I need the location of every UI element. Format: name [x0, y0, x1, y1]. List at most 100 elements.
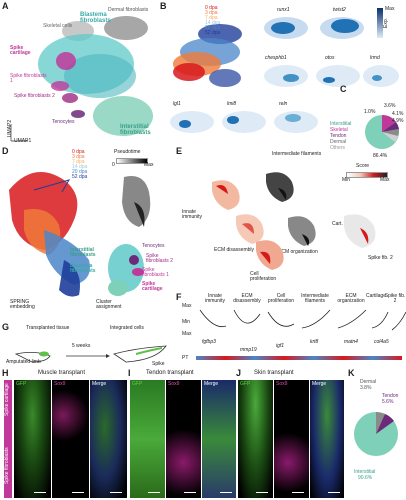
e-label-ecm-dis: ECM disassembly	[214, 247, 255, 253]
e-score-prolif	[256, 240, 284, 270]
e-score-interm	[266, 172, 294, 202]
umap-tenocytes-cluster	[71, 110, 85, 118]
f-col-prolif: Cell proliferation	[267, 293, 295, 304]
e-label-ecm-org: ECM organization	[278, 249, 318, 255]
g-interval: 5 weeks	[72, 343, 91, 349]
f-gene-col4a5: col4a5	[374, 339, 389, 345]
feature-chesphb1	[264, 65, 308, 87]
k-pct-dermal: 3.8%	[360, 385, 372, 391]
e-label-innate: Innate immunity	[182, 209, 203, 220]
umap-interstitial-cluster	[93, 96, 153, 136]
i-gfp-image	[130, 380, 165, 498]
f-ymin: Min	[182, 319, 191, 325]
legend-20dpa: 20 dpa	[205, 25, 221, 31]
gene-twist2: twist2	[333, 7, 346, 13]
e-label-interm-filaments: Intermediate filaments	[272, 151, 322, 157]
h-gfp-image	[14, 380, 51, 498]
pie-c-others	[382, 132, 398, 142]
feature-lgl1	[170, 111, 214, 133]
g-transplanted: Transplanted tissue	[26, 325, 70, 331]
d-timepoint-legend: 0 dpa 3 dpa 7 dpa 14 dpa 20 dpa 52 dpa	[72, 150, 87, 180]
j-channel-sox9: Sox9	[276, 381, 288, 387]
panel-g: Transplanted tissue Integrated cells 5 w…	[6, 326, 178, 368]
e-label-prolif: Cell proliferation	[250, 271, 277, 282]
feature-twist2	[320, 17, 364, 39]
expression-colorbar	[377, 8, 383, 38]
f-gene-krt8: krt8	[310, 339, 319, 345]
spring-plot	[9, 172, 90, 297]
pie-c-pct-dermal: 4.1%	[392, 111, 404, 117]
panel-f: Max Min Max PT Innate immunity ECM disas…	[180, 294, 406, 366]
pie-c-cat-tendon: Tendon	[330, 133, 347, 139]
e-label-cart: Cart.	[332, 221, 343, 227]
f-col-ecm-dis: ECM disassembly	[233, 293, 261, 304]
caption-spring: SPRING embedding	[10, 299, 35, 310]
e-score-cart	[344, 214, 376, 248]
label-interstitial: Interstitial fibroblasts	[120, 124, 151, 136]
feature-runx1	[264, 17, 308, 39]
e-score-max: Max	[380, 177, 390, 183]
feature-lrmd	[363, 65, 399, 87]
pie-c-dermal	[382, 129, 400, 136]
panel-i-title: Tendon transplant	[146, 370, 194, 376]
d-label-interstitial: Interstitial fibroblasts	[70, 247, 96, 258]
panel-k: Dermal 3.8% Tendon 5.6% Interstitial 90.…	[348, 378, 406, 498]
e-score-ecm-org	[288, 216, 316, 246]
panel-g-letter: G	[2, 322, 10, 332]
f-score-curves	[199, 309, 406, 331]
caption-cluster: Cluster assignment	[96, 299, 122, 310]
panel-d: 0 dpa 3 dpa 7 dpa 14 dpa 20 dpa 52 dpa P…	[4, 150, 174, 312]
d-label-spike-fib1: Spike fibroblasts 1	[142, 267, 169, 278]
f-col-spike2: Spike fib. 2	[384, 293, 406, 304]
d-legend-0dpa: 0 dpa	[72, 149, 85, 155]
h-merge-image	[90, 380, 127, 498]
umap-dermal-cluster	[104, 16, 148, 40]
umap-blastema-cluster-2	[64, 54, 136, 98]
legend-0dpa: 0 dpa	[205, 5, 218, 11]
d-legend-52dpa: 52 dpa	[72, 174, 88, 180]
i-channel-merge: Merge	[204, 381, 219, 387]
legend-52dpa: 52 dpa	[205, 30, 221, 36]
i-channel-sox9: Sox9	[168, 381, 180, 387]
f-col-innate: Innate immunity	[204, 293, 225, 304]
k-cat-tendon: Tendon	[382, 393, 399, 399]
feature-reln	[274, 111, 318, 133]
pie-k-dermal	[376, 412, 385, 434]
pseudotime-plot	[122, 176, 151, 227]
e-score-innate	[212, 180, 240, 210]
d-legend-20dpa: 20 dpa	[72, 169, 88, 175]
f-gene-fgfbp3: fgfbp3	[202, 339, 216, 345]
row-label-bar	[4, 380, 12, 498]
gene-lrmd: lrmd	[370, 55, 380, 61]
feature-lmi8	[222, 111, 266, 133]
panel-j-letter: J	[236, 368, 242, 378]
pie-k-tendon	[376, 414, 394, 434]
panel-j-title: Skin transplant	[254, 370, 294, 376]
pie-c-cat-interstitial: Interstitial	[330, 121, 352, 127]
e-label-spike-fib2: Spike fib. 2	[368, 255, 393, 261]
d-legend-14dpa: 14 dpa	[72, 164, 88, 170]
f-col-ecm-org: ECM organization	[337, 293, 365, 304]
label-spike-fib1: Spike fibroblasts 1	[10, 73, 47, 84]
f-pt-label: PT	[182, 355, 189, 361]
pie-c-pct-interstitial: 86.4%	[373, 153, 388, 159]
k-pct-interstitial: 90.6%	[358, 475, 373, 481]
pie-k	[354, 412, 398, 456]
d-label-spike-cart: Spike cartilage	[142, 281, 163, 292]
d-legend-3dpa: 3 dpa	[72, 154, 85, 160]
cluster-plot	[108, 244, 144, 296]
f-col-cart: Cartilage	[365, 293, 386, 299]
pie-c-cat-dermal: Dermal	[330, 139, 347, 145]
panel-a-umap: Dermal fibroblasts Skeletal cells Blaste…	[7, 6, 158, 146]
g-integrated: Integrated cells	[110, 325, 144, 331]
legend-3dpa: 3 dpa	[205, 10, 218, 16]
gene-otos: otos	[325, 55, 335, 61]
axis-umap1: UMAP1	[14, 138, 32, 144]
pie-c-pct-skeletal: 1.0%	[364, 109, 376, 115]
pie-c-tendon	[382, 122, 399, 132]
pie-c	[365, 114, 400, 149]
timepoint-legend: 0 dpa 3 dpa 7 dpa 14 dpa 20 dpa 52 dpa	[205, 6, 220, 36]
j-channel-gfp: GFP	[240, 381, 251, 387]
e-score-colorbar	[346, 172, 388, 178]
umap-a-plot	[10, 16, 153, 142]
